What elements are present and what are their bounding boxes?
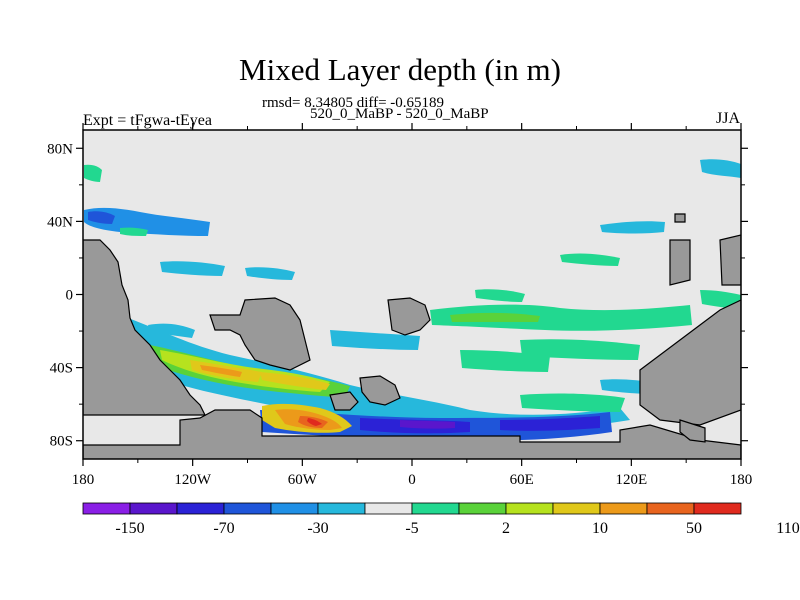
- lon-tick-label: 180: [730, 472, 753, 488]
- colorbar-label: -30: [307, 520, 328, 537]
- colorbar-label: 50: [686, 520, 702, 537]
- lon-tick-label: 180: [72, 472, 95, 488]
- colorbar-label: 10: [592, 520, 608, 537]
- lat-tick-label: 80S: [50, 434, 73, 450]
- colorbar-swatch: [505, 502, 554, 515]
- run-comparison-label: 520_0_MaBP - 520_0_MaBP: [310, 106, 489, 122]
- colorbar-label: 2: [502, 520, 510, 537]
- rmsd-diff-stats: rmsd= 8.34805 diff= -0.65189: [262, 95, 445, 111]
- colorbar-swatch: [411, 502, 460, 515]
- latitude-axis: 80N 40N 0 40S 80S: [47, 141, 748, 450]
- colorbar-swatch: [82, 502, 131, 515]
- colorbar-swatch: [646, 502, 695, 515]
- land-masses: [83, 213, 741, 459]
- colorbar-swatch: [364, 502, 413, 515]
- colorbar-swatch: [599, 502, 648, 515]
- lon-tick-label: 120W: [174, 472, 212, 488]
- lon-tick-label: 0: [408, 472, 416, 488]
- colorbar-swatch: [552, 502, 601, 515]
- lon-tick-label: 60E: [510, 472, 534, 488]
- lat-tick-label: 40S: [50, 361, 73, 377]
- lon-tick-label: 60W: [288, 472, 318, 488]
- lat-tick-label: 40N: [47, 214, 73, 230]
- lat-tick-label: 0: [66, 288, 74, 304]
- colorbar-swatch: [176, 502, 225, 515]
- colorbar-swatch: [693, 502, 742, 515]
- colorbar-swatch: [270, 502, 319, 515]
- colorbar: -150 -70 -30 -5 2 10 50 110: [82, 502, 800, 537]
- colorbar-swatch: [317, 502, 366, 515]
- colorbar-label: 110: [776, 520, 799, 537]
- plot-title: Mixed Layer depth (in m): [239, 52, 561, 87]
- colorbar-label: -70: [213, 520, 234, 537]
- map-field: [83, 130, 741, 459]
- colorbar-swatch: [458, 502, 507, 515]
- experiment-label: Expt = tFgwa-tEyea: [83, 112, 212, 129]
- colorbar-swatch: [129, 502, 178, 515]
- lat-tick-label: 80N: [47, 141, 73, 157]
- longitude-axis: 180 120W 60W 0 60E 120E 180: [72, 123, 753, 488]
- colorbar-label: -150: [115, 520, 144, 537]
- colorbar-label: -5: [405, 520, 418, 537]
- lon-tick-label: 120E: [615, 472, 647, 488]
- season-label: JJA: [715, 110, 740, 127]
- colorbar-swatch: [223, 502, 272, 515]
